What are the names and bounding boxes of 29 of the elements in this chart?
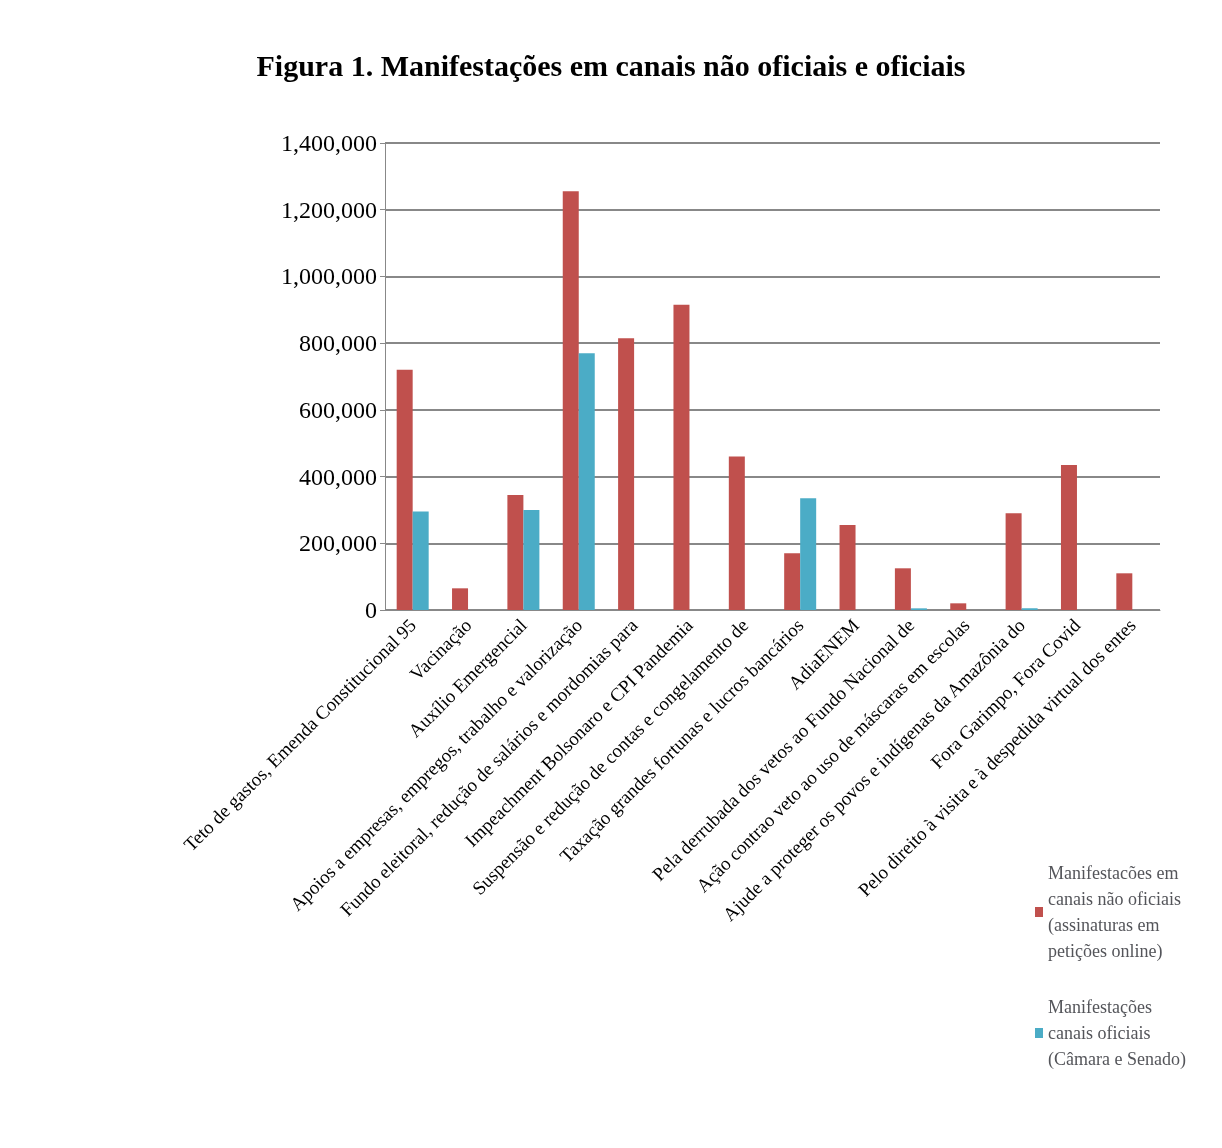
bar <box>1060 464 1077 610</box>
y-tick-label: 200,000 <box>299 530 377 557</box>
bar <box>800 498 817 610</box>
bar <box>507 494 524 610</box>
bar <box>784 553 801 610</box>
bar <box>396 369 413 610</box>
legend-label: Manifestacões em canais não oficiais (assinaturas em petições online) <box>1048 863 1186 962</box>
bar <box>839 524 856 610</box>
bar <box>673 304 690 610</box>
bar <box>1116 573 1133 610</box>
bar <box>728 456 745 610</box>
bar <box>562 191 579 610</box>
y-tick-label: 1,400,000 <box>281 130 377 156</box>
bar <box>452 588 469 610</box>
bar <box>950 603 967 610</box>
bar <box>894 568 911 610</box>
chart-title: Figura 1. Manifestações em canais não oficiais e oficiais <box>256 48 966 82</box>
y-tick-label: 600,000 <box>299 396 377 423</box>
bar <box>1005 513 1022 610</box>
bar <box>578 353 595 610</box>
bar <box>523 509 540 610</box>
bar <box>618 338 635 610</box>
y-tick-label: 0 <box>365 597 377 623</box>
y-tick-label: 800,000 <box>299 330 377 357</box>
y-tick-label: 400,000 <box>299 463 377 490</box>
y-tick-label: 1,200,000 <box>281 196 377 223</box>
legend-label: Manifestações canais oficiais (Câmara e Senado) <box>1048 997 1186 1070</box>
bar <box>412 511 429 610</box>
y-tick-label: 1,000,000 <box>281 263 377 290</box>
